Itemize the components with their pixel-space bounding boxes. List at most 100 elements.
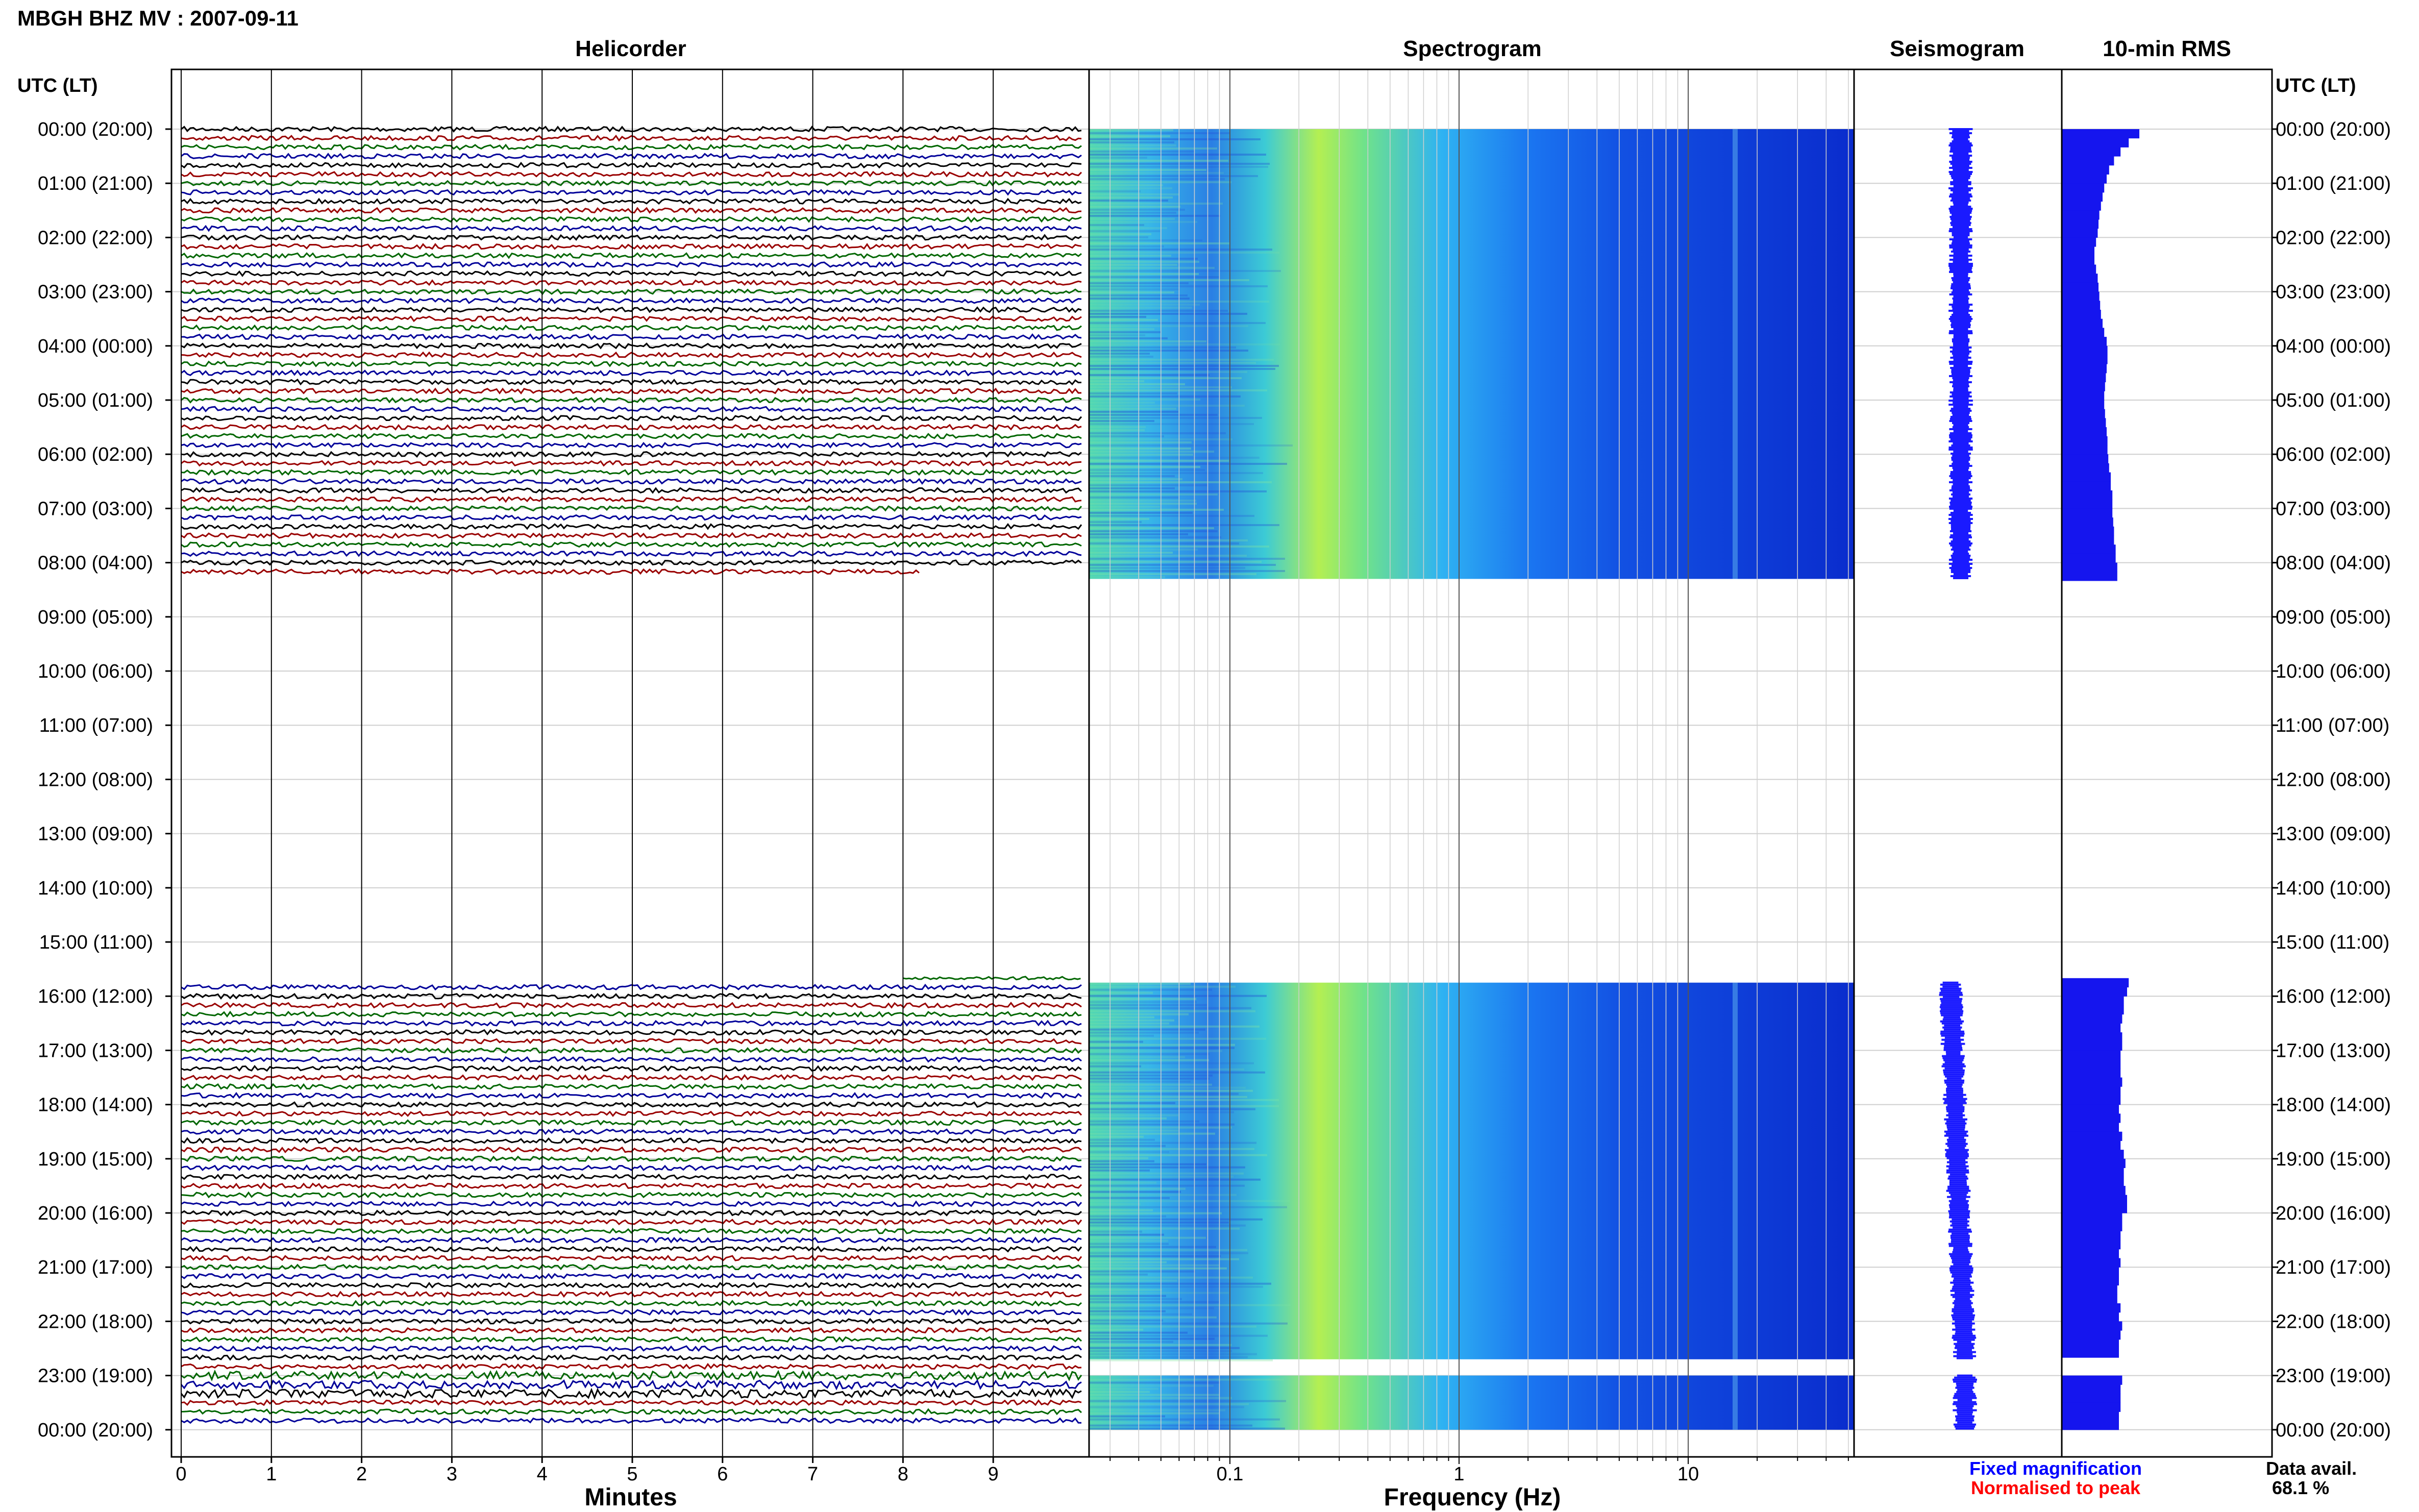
spectrogram-stripe bbox=[1089, 1138, 1155, 1141]
spectrogram-stripe bbox=[1089, 169, 1206, 171]
time-label-right: 16:00 (12:00) bbox=[2276, 986, 2391, 1007]
helicorder-trace bbox=[181, 1101, 1082, 1108]
helicorder-trace bbox=[181, 487, 1082, 494]
spectrogram-stripe bbox=[1089, 441, 1192, 443]
rms-bar bbox=[2062, 526, 2114, 536]
helicorder-trace bbox=[181, 288, 1082, 295]
helicorder-trace bbox=[181, 406, 1082, 413]
spectrogram-block bbox=[1089, 982, 1854, 1359]
spectrogram-stripe bbox=[1089, 1409, 1225, 1411]
spectrogram-stripe bbox=[1089, 1178, 1261, 1181]
spectrogram-stripe bbox=[1089, 420, 1154, 422]
spectrogram-stripe bbox=[1089, 1328, 1143, 1331]
spectrogram-stripe bbox=[1089, 322, 1266, 324]
rms-bar bbox=[2062, 129, 2139, 139]
helicorder-trace bbox=[181, 1119, 1082, 1126]
rms-bar bbox=[2062, 345, 2108, 355]
spectrogram-stripe bbox=[1089, 487, 1175, 489]
rms-bar bbox=[2062, 1131, 2122, 1141]
helicorder-trace bbox=[181, 532, 1082, 539]
spectrogram-stripe bbox=[1089, 1325, 1256, 1328]
spectrogram-stripe bbox=[1089, 1071, 1265, 1074]
spectrogram-stripe bbox=[1089, 1151, 1169, 1153]
spectrogram-stripe bbox=[1089, 567, 1245, 569]
spectrogram-stripe bbox=[1089, 1279, 1177, 1282]
spectrogram-stripe bbox=[1089, 1384, 1214, 1387]
time-label-left: 14:00 (10:00) bbox=[38, 878, 153, 899]
rms-bar bbox=[2062, 1231, 2121, 1241]
helicorder-trace bbox=[181, 1056, 1082, 1063]
rms-bar bbox=[2062, 1050, 2121, 1060]
spectrogram-stripe bbox=[1089, 1056, 1185, 1058]
rms-bar bbox=[2062, 463, 2109, 473]
spectrogram-stripe bbox=[1089, 386, 1232, 388]
minute-tick-label: 7 bbox=[807, 1464, 818, 1485]
time-label-right: 15:00 (11:00) bbox=[2276, 932, 2389, 953]
helicorder-trace bbox=[181, 261, 1082, 268]
time-label-left: 20:00 (16:00) bbox=[38, 1203, 153, 1224]
legend-fixed-magnification: Fixed magnification bbox=[1969, 1458, 2142, 1479]
spectrogram-stripe bbox=[1089, 1233, 1164, 1236]
time-label-left: 15:00 (11:00) bbox=[39, 932, 153, 953]
helicorder-title: Helicorder bbox=[575, 36, 686, 61]
rms-bar bbox=[2062, 1014, 2122, 1024]
rms-bar bbox=[2062, 174, 2107, 184]
spectrogram-stripe bbox=[1089, 279, 1249, 281]
spectrogram-stripe bbox=[1089, 432, 1226, 434]
spectrogram-stripe bbox=[1089, 512, 1193, 514]
rms-bar bbox=[2062, 291, 2100, 301]
spectrogram-stripe bbox=[1089, 181, 1231, 183]
spectrogram-stripe bbox=[1089, 1145, 1166, 1147]
spectrogram-stripe bbox=[1089, 1347, 1240, 1349]
spectrogram-stripe bbox=[1089, 392, 1177, 394]
spectrogram-stripe bbox=[1089, 1089, 1253, 1092]
rms-bar bbox=[2062, 1077, 2122, 1087]
spectrogram-stripe bbox=[1089, 1004, 1207, 1006]
spectrogram-stripe bbox=[1089, 539, 1248, 541]
helicorder-trace bbox=[181, 207, 1082, 214]
frequency-tick-label: 1 bbox=[1453, 1464, 1464, 1485]
rms-bar bbox=[2062, 1348, 2119, 1358]
time-label-left: 03:00 (23:00) bbox=[38, 282, 153, 303]
spectrogram-stripe bbox=[1089, 1273, 1148, 1276]
spectrogram-stripe bbox=[1089, 313, 1247, 315]
legend-normalised-to-peak: Normalised to peak bbox=[1971, 1477, 2141, 1498]
spectrogram-stripe bbox=[1089, 1261, 1167, 1263]
spectrogram-stripe bbox=[1089, 1022, 1169, 1025]
spectrogram-stripe bbox=[1089, 1341, 1173, 1343]
time-label-left: 22:00 (18:00) bbox=[38, 1311, 153, 1332]
helicorder-trace bbox=[181, 324, 1082, 332]
spectrogram-title: Spectrogram bbox=[1403, 36, 1541, 61]
helicorder-trace bbox=[181, 1369, 1082, 1382]
helicorder-trace bbox=[181, 1074, 1082, 1081]
helicorder-x-title: Minutes bbox=[584, 1484, 677, 1511]
spectrogram-stripe bbox=[1089, 1123, 1235, 1126]
spectrogram-stripe bbox=[1089, 1391, 1150, 1393]
spectrogram-stripe bbox=[1089, 383, 1185, 385]
rms-bar bbox=[2062, 1267, 2119, 1277]
spectrogram-stripe bbox=[1089, 1267, 1227, 1270]
rms-bar bbox=[2062, 553, 2116, 563]
helicorder-trace bbox=[181, 360, 1082, 367]
spectrogram-stripe bbox=[1089, 190, 1141, 192]
spectrogram-stripe bbox=[1089, 1007, 1251, 1009]
spectrogram-stripe bbox=[1089, 1154, 1267, 1156]
helicorder-trace bbox=[181, 333, 1082, 340]
rms-bar bbox=[2062, 1095, 2121, 1105]
rms-bar bbox=[2062, 1068, 2121, 1078]
helicorder-trace bbox=[181, 189, 1082, 196]
time-label-left: 02:00 (22:00) bbox=[38, 227, 153, 249]
spectrogram-stripe bbox=[1089, 147, 1217, 150]
helicorder-trace bbox=[181, 1010, 1082, 1018]
helicorder-trace bbox=[181, 1209, 1082, 1217]
spectrogram-stripe bbox=[1089, 1068, 1244, 1071]
rms-bar bbox=[2062, 337, 2107, 346]
spectrogram-stripe bbox=[1089, 478, 1182, 480]
spectrogram-stripe bbox=[1089, 157, 1147, 159]
spectrogram-stripe bbox=[1089, 325, 1248, 327]
spectrogram-stripe bbox=[1089, 1077, 1210, 1080]
spectrogram-stripe bbox=[1089, 1288, 1162, 1291]
helicorder-trace bbox=[181, 1336, 1082, 1343]
spectrogram-stripe bbox=[1089, 1053, 1210, 1055]
